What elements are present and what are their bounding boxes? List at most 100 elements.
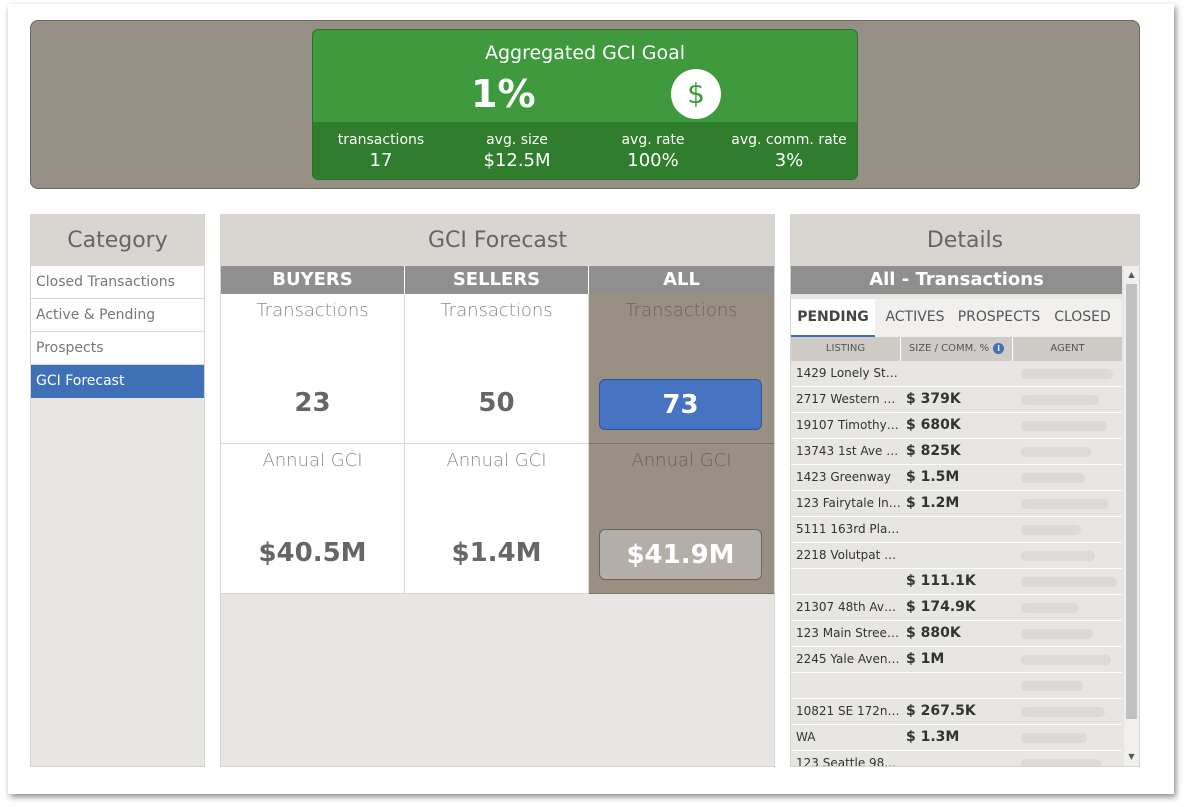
- buyers-gci-cell[interactable]: Annual GCI $40.5M: [221, 444, 405, 594]
- size-cell: $ 680K: [906, 417, 961, 433]
- details-panel: Details All - Transactions PENDING ACTIV…: [790, 214, 1140, 767]
- stat-avg-size: avg. size $12.5M: [449, 122, 585, 179]
- details-subtitle: All - Transactions: [791, 266, 1122, 294]
- listing-cell: 1423 Greenway: [796, 470, 891, 484]
- column-agent[interactable]: AGENT: [1050, 343, 1085, 354]
- details-title: Details: [791, 215, 1139, 266]
- table-row[interactable]: 5111 163rd Place...: [791, 517, 1122, 543]
- table-row[interactable]: 19107 Timothys ... $ 680K: [791, 413, 1122, 439]
- goal-percent: 1%: [471, 72, 536, 116]
- details-column-headers: LISTING SIZE / COMM. % i AGENT: [791, 337, 1122, 361]
- agent-cell: [1013, 569, 1122, 594]
- info-icon[interactable]: i: [993, 342, 1005, 354]
- category-item-closed-transactions[interactable]: Closed Transactions: [31, 266, 204, 299]
- table-row[interactable]: [791, 673, 1122, 699]
- cell-label: Annual GCI: [631, 450, 732, 471]
- cell-label: Transactions: [256, 300, 369, 321]
- stat-label: transactions: [337, 132, 425, 148]
- tab-prospects[interactable]: PROSPECTS: [957, 309, 1041, 325]
- listing-cell: 123 Main Street ...: [796, 626, 901, 640]
- cell-label: Transactions: [440, 300, 553, 321]
- listing-cell: 5111 163rd Place...: [796, 522, 901, 536]
- table-row[interactable]: 21307 48th Ave ... $ 174.9K: [791, 595, 1122, 621]
- column-size-comm[interactable]: SIZE / COMM. % i: [901, 337, 1013, 361]
- listing-cell: WA: [796, 730, 816, 744]
- stat-label: avg. rate: [621, 132, 685, 148]
- table-row[interactable]: WA $ 1.3M: [791, 725, 1122, 751]
- redacted-agent-name: [1021, 655, 1111, 665]
- annual-gci-row: Annual GCI $40.5M Annual GCI $1.4M Annua…: [221, 444, 774, 594]
- all-gci-cell[interactable]: Annual GCI $41.9M: [589, 444, 774, 594]
- forecast-title: GCI Forecast: [221, 215, 774, 266]
- table-row[interactable]: 1423 Greenway $ 1.5M: [791, 465, 1122, 491]
- table-row[interactable]: 1429 Lonely St P...: [791, 361, 1122, 387]
- table-row[interactable]: 13743 1st Ave N... $ 825K: [791, 439, 1122, 465]
- agent-cell: [1013, 439, 1122, 464]
- column-buyers[interactable]: BUYERS: [221, 266, 405, 294]
- redacted-agent-name: [1021, 473, 1085, 483]
- dollar-icon: $: [671, 69, 721, 119]
- tab-actives[interactable]: ACTIVES: [885, 309, 945, 325]
- column-listing[interactable]: LISTING: [791, 337, 901, 361]
- tab-pending[interactable]: PENDING: [791, 299, 875, 337]
- gci-forecast-panel: GCI Forecast BUYERS SELLERS ALL Transact…: [220, 214, 775, 767]
- listing-cell: 13743 1st Ave N...: [796, 444, 901, 458]
- column-sellers[interactable]: SELLERS: [405, 266, 589, 294]
- scroll-up-arrow-icon[interactable]: ▲: [1128, 270, 1135, 279]
- scroll-thumb[interactable]: [1126, 284, 1137, 719]
- transactions-row: Transactions 23 Transactions 50 Transact…: [221, 294, 774, 444]
- table-row[interactable]: $ 111.1K: [791, 569, 1122, 595]
- all-transactions-cell[interactable]: Transactions 73: [589, 294, 774, 444]
- agent-cell: [1013, 595, 1122, 620]
- redacted-agent-name: [1021, 447, 1091, 457]
- redacted-agent-name: [1021, 629, 1093, 639]
- listing-cell: 1429 Lonely St P...: [796, 366, 901, 380]
- category-item-prospects[interactable]: Prospects: [31, 332, 204, 365]
- table-row[interactable]: 2218 Volutpat St...: [791, 543, 1122, 569]
- listing-cell: [791, 569, 901, 594]
- size-cell: $ 267.5K: [906, 703, 976, 719]
- column-all[interactable]: ALL: [589, 266, 774, 294]
- category-item-active-pending[interactable]: Active & Pending: [31, 299, 204, 332]
- size-cell: [901, 673, 1013, 698]
- table-row[interactable]: 123 Main Street ... $ 880K: [791, 621, 1122, 647]
- redacted-agent-name: [1021, 577, 1117, 587]
- stat-label: avg. comm. rate: [731, 132, 847, 148]
- table-row[interactable]: 123 Fairytale ln ... $ 1.2M: [791, 491, 1122, 517]
- size-cell: $ 825K: [906, 443, 961, 459]
- scroll-down-arrow-icon[interactable]: ▼: [1128, 752, 1135, 761]
- table-row[interactable]: 2717 Western Av... $ 379K: [791, 387, 1122, 413]
- details-scrollbar[interactable]: ▲ ▼: [1124, 266, 1139, 766]
- cell-label: Annual GCI: [262, 450, 363, 471]
- agent-cell: [1013, 387, 1122, 412]
- all-gci-value[interactable]: $41.9M: [599, 529, 762, 580]
- redacted-agent-name: [1021, 707, 1105, 717]
- listing-cell: 19107 Timothys ...: [796, 418, 901, 432]
- category-title: Category: [31, 215, 204, 266]
- redacted-agent-name: [1021, 421, 1107, 431]
- stat-value: $12.5M: [483, 150, 551, 171]
- goal-banner: Aggregated GCI Goal 1% $ transactions 17…: [30, 20, 1140, 189]
- table-row[interactable]: 123 Seattle 98122: [791, 751, 1122, 766]
- buyers-transactions-cell[interactable]: Transactions 23: [221, 294, 405, 444]
- sellers-transactions-cell[interactable]: Transactions 50: [405, 294, 589, 444]
- redacted-agent-name: [1021, 395, 1099, 405]
- category-panel: Category Closed Transactions Active & Pe…: [30, 214, 205, 767]
- cell-label: Transactions: [625, 300, 738, 321]
- agent-cell: [1013, 751, 1122, 766]
- redacted-agent-name: [1021, 603, 1079, 613]
- sellers-gci-cell[interactable]: Annual GCI $1.4M: [405, 444, 589, 594]
- table-row[interactable]: 10821 SE 172nd ... $ 267.5K: [791, 699, 1122, 725]
- listing-cell: [791, 673, 901, 698]
- agent-cell: [1013, 621, 1122, 646]
- all-transactions-value[interactable]: 73: [599, 379, 762, 430]
- agent-cell: [1013, 725, 1122, 750]
- agent-cell: [1013, 413, 1122, 438]
- size-cell: [901, 361, 1013, 386]
- goal-title: Aggregated GCI Goal: [484, 42, 686, 64]
- size-cell: $ 880K: [906, 625, 961, 641]
- stat-value: 17: [369, 150, 393, 171]
- table-row[interactable]: 2245 Yale Avenu... $ 1M: [791, 647, 1122, 673]
- tab-closed[interactable]: CLOSED: [1054, 309, 1111, 325]
- category-item-gci-forecast[interactable]: GCI Forecast: [31, 365, 204, 398]
